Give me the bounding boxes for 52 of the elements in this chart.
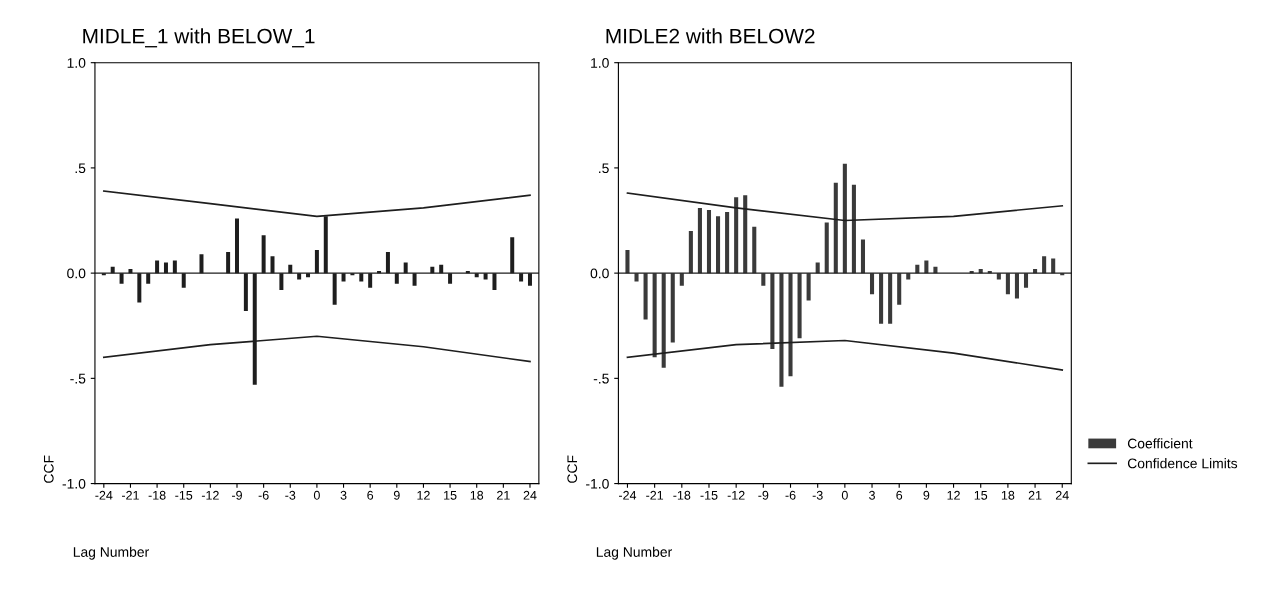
x-tick-label: -3 (812, 490, 823, 500)
y-tick-label: -1.0 (62, 478, 86, 489)
chart-title: MIDLE2 with BELOW2 (606, 28, 815, 44)
x-tick-label: 3 (869, 490, 875, 500)
y-tick-label: -1.0 (586, 478, 609, 489)
legend-label: Coefficient (1127, 438, 1193, 449)
y-tick-label: 1.0 (67, 58, 86, 68)
x-tick-label: 18 (1001, 490, 1015, 500)
x-tick-label: -18 (673, 490, 691, 500)
x-tick-label: 24 (1055, 490, 1069, 500)
x-tick-label: -3 (285, 490, 296, 500)
x-tick-label: -21 (121, 490, 139, 500)
x-tick-label: -6 (785, 490, 796, 500)
y-tick-label: 0.0 (67, 268, 86, 279)
x-tick-label: -12 (201, 490, 219, 500)
x-axis-title: Lag Number (596, 546, 672, 560)
y-axis-title: CCF (43, 455, 54, 483)
legend-label: Confidence Limits (1127, 458, 1238, 469)
x-axis-title: Lag Number (73, 546, 149, 560)
x-tick-label: -9 (231, 490, 242, 500)
x-tick-label: 18 (470, 490, 484, 500)
x-tick-label: 0 (841, 490, 848, 500)
x-tick-label: 9 (923, 490, 930, 500)
x-tick-label: 12 (947, 490, 960, 500)
chart-title: MIDLE_1 with BELOW_1 (83, 28, 315, 48)
x-tick-label: 21 (1028, 490, 1042, 500)
y-tick-label: -.5 (70, 373, 86, 384)
x-tick-label: 3 (340, 490, 347, 500)
x-tick-label: 15 (974, 490, 988, 500)
x-tick-label: 6 (367, 490, 374, 500)
x-tick-label: -24 (95, 490, 113, 500)
x-tick-label: -15 (700, 490, 718, 500)
x-tick-label: 24 (523, 490, 537, 500)
x-tick-label: -6 (258, 490, 269, 500)
y-tick-label: .5 (75, 163, 86, 174)
x-tick-label: 21 (497, 490, 510, 500)
x-tick-label: 0 (313, 490, 320, 500)
x-tick-label: -18 (148, 490, 166, 500)
y-axis-title: CCF (567, 455, 578, 483)
y-tick-label: -.5 (593, 373, 609, 384)
y-tick-label: .5 (599, 163, 609, 174)
x-tick-label: -12 (727, 490, 745, 500)
x-tick-label: 9 (393, 490, 400, 500)
x-tick-label: -24 (618, 490, 637, 500)
y-tick-label: 1.0 (591, 58, 609, 68)
x-tick-label: 15 (444, 490, 457, 500)
x-tick-label: -15 (175, 490, 193, 500)
x-tick-label: -9 (758, 490, 769, 500)
x-tick-label: 6 (896, 490, 903, 500)
x-tick-label: -21 (646, 490, 664, 500)
x-tick-label: 12 (417, 490, 430, 500)
y-tick-label: 0.0 (590, 268, 609, 279)
